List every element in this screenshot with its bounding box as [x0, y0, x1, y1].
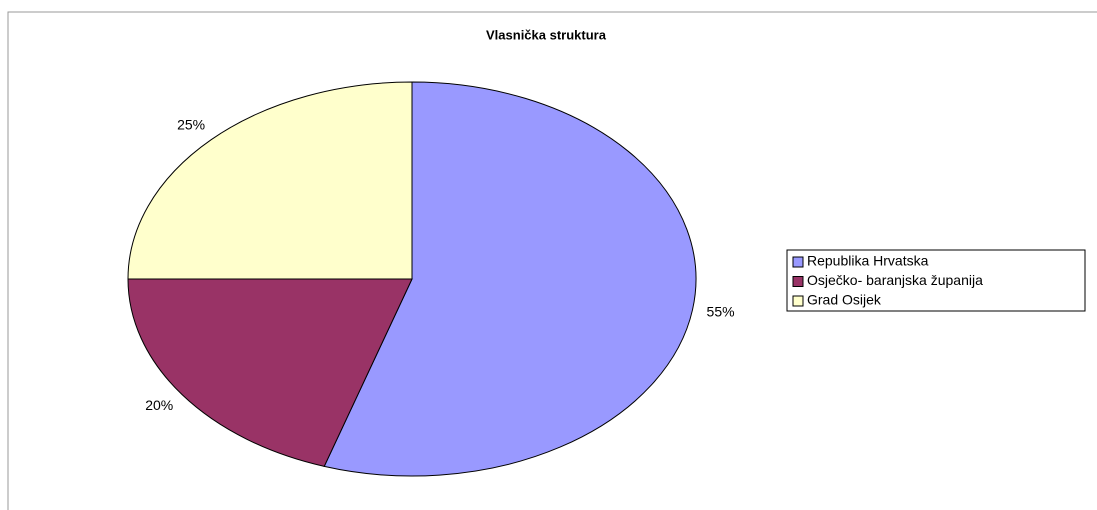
pie-slice [127, 81, 413, 280]
legend-swatch [792, 276, 804, 287]
legend-label: Grad Osijek [807, 292, 882, 308]
legend-swatch [792, 256, 804, 268]
legend-swatch [792, 295, 804, 307]
chart-border [7, 11, 1097, 510]
legend-box [786, 249, 1086, 312]
legend-label: Republika Hrvatska [807, 253, 929, 269]
data-label: 55% [707, 304, 735, 320]
pie-slice [323, 81, 697, 477]
data-label: 20% [145, 397, 173, 413]
legend-label: Osječko- baranjska županija [807, 272, 983, 288]
chart-title: Vlasnička struktura [486, 27, 607, 42]
pie-slice [127, 278, 413, 467]
data-label: 25% [177, 116, 205, 132]
